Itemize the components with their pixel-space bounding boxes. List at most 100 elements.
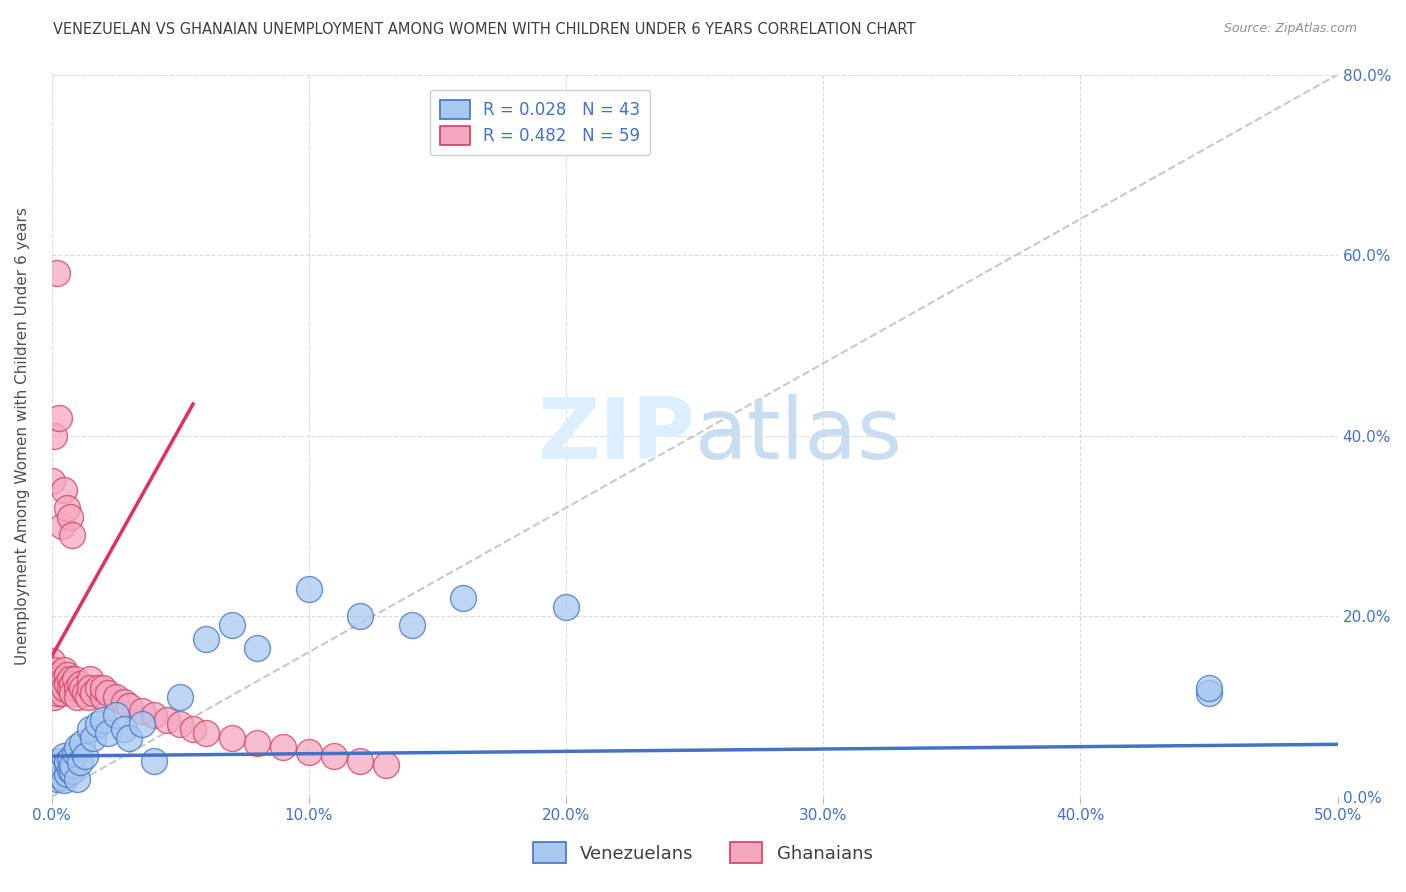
Point: [58, 509, 80, 524]
Point: [51, 519, 73, 533]
Point: [298, 745, 321, 759]
Point: [63, 673, 86, 687]
Point: [42, 663, 65, 677]
Point: [97, 686, 120, 700]
Point: [79, 681, 101, 696]
Point: [181, 722, 204, 736]
Point: [97, 726, 120, 740]
Point: [221, 618, 243, 632]
Point: [51, 686, 73, 700]
Point: [221, 731, 243, 745]
Point: [51, 677, 73, 691]
Point: [73, 686, 96, 700]
Point: [41, 474, 63, 488]
Point: [53, 673, 76, 687]
Point: [169, 690, 191, 705]
Point: [69, 756, 91, 770]
Point: [1198, 686, 1220, 700]
Point: [131, 717, 153, 731]
Point: [66, 690, 89, 705]
Point: [58, 673, 80, 687]
Point: [66, 739, 89, 754]
Point: [298, 582, 321, 596]
Point: [41, 681, 63, 696]
Point: [246, 735, 269, 749]
Point: [53, 749, 76, 764]
Point: [51, 761, 73, 775]
Point: [131, 704, 153, 718]
Point: [60, 758, 83, 772]
Point: [45, 686, 67, 700]
Point: [42, 767, 65, 781]
Point: [104, 690, 127, 705]
Point: [45, 758, 67, 772]
Point: [66, 772, 89, 786]
Point: [60, 686, 83, 700]
Point: [91, 713, 114, 727]
Point: [48, 681, 70, 696]
Point: [41, 654, 63, 668]
Text: Source: ZipAtlas.com: Source: ZipAtlas.com: [1223, 22, 1357, 36]
Point: [56, 677, 79, 691]
Point: [104, 708, 127, 723]
Point: [45, 668, 67, 682]
Point: [41, 763, 63, 777]
Point: [56, 500, 79, 515]
Point: [48, 673, 70, 687]
Point: [58, 752, 80, 766]
Text: VENEZUELAN VS GHANAIAN UNEMPLOYMENT AMONG WOMEN WITH CHILDREN UNDER 6 YEARS CORR: VENEZUELAN VS GHANAIAN UNEMPLOYMENT AMON…: [53, 22, 915, 37]
Point: [82, 686, 104, 700]
Point: [246, 640, 269, 655]
Point: [48, 410, 70, 425]
Point: [82, 731, 104, 745]
Point: [194, 726, 217, 740]
Point: [143, 754, 166, 768]
Point: [1198, 681, 1220, 696]
Point: [112, 695, 135, 709]
Point: [56, 767, 79, 781]
Point: [349, 754, 371, 768]
Point: [60, 528, 83, 542]
Point: [118, 699, 141, 714]
Point: [194, 632, 217, 646]
Point: [53, 773, 76, 788]
Point: [45, 266, 67, 280]
Point: [58, 763, 80, 777]
Point: [349, 609, 371, 624]
Point: [69, 677, 91, 691]
Point: [60, 677, 83, 691]
Text: ZIP: ZIP: [537, 394, 695, 477]
Point: [143, 708, 166, 723]
Point: [87, 717, 110, 731]
Point: [555, 600, 578, 615]
Point: [63, 747, 86, 761]
Legend: R = 0.028   N = 43, R = 0.482   N = 59: R = 0.028 N = 43, R = 0.482 N = 59: [430, 90, 651, 155]
Point: [169, 717, 191, 731]
Point: [53, 663, 76, 677]
Point: [87, 681, 110, 696]
Point: [79, 673, 101, 687]
Point: [60, 764, 83, 779]
Point: [53, 483, 76, 497]
Legend: Venezuelans, Ghanaians: Venezuelans, Ghanaians: [523, 831, 883, 874]
Point: [271, 739, 294, 754]
Point: [91, 681, 114, 696]
Text: atlas: atlas: [695, 394, 903, 477]
Point: [48, 754, 70, 768]
Point: [42, 428, 65, 442]
Point: [112, 722, 135, 736]
Point: [73, 749, 96, 764]
Point: [76, 690, 98, 705]
Point: [45, 677, 67, 691]
Point: [72, 681, 94, 696]
Point: [374, 758, 396, 772]
Point: [51, 770, 73, 784]
Point: [56, 668, 79, 682]
Point: [79, 722, 101, 736]
Point: [451, 591, 474, 605]
Point: [401, 618, 423, 632]
Point: [323, 749, 346, 764]
Point: [91, 690, 114, 705]
Y-axis label: Unemployment Among Women with Children Under 6 years: Unemployment Among Women with Children U…: [15, 207, 30, 665]
Point: [58, 681, 80, 696]
